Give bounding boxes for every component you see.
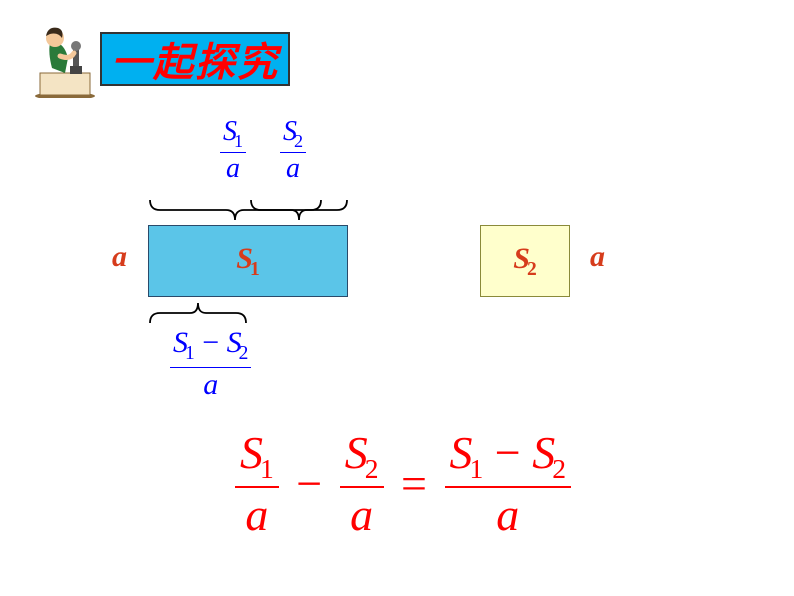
title-box: 一起探究 (100, 32, 290, 86)
rectangle-s1: S1 (148, 225, 348, 297)
s2-label: S2 (513, 242, 536, 281)
fraction-s2-over-a-top: S2 a (280, 118, 306, 183)
label-a-left: a (112, 240, 127, 274)
fraction-s1-over-a-top: S1 a (220, 118, 246, 183)
fraction-s1-minus-s2-over-a: S1 − S2 a (170, 328, 251, 400)
rectangle-s2: S2 (480, 225, 570, 297)
brace-top-narrow (249, 198, 349, 223)
person-icon (30, 18, 100, 98)
label-a-right: a (590, 240, 605, 274)
title-text: 一起探究 (111, 30, 279, 88)
brace-bottom (148, 300, 248, 325)
main-equation: S1 a − S2 a = S1 − S2 a (235, 430, 571, 538)
s1-label: S1 (236, 242, 259, 281)
